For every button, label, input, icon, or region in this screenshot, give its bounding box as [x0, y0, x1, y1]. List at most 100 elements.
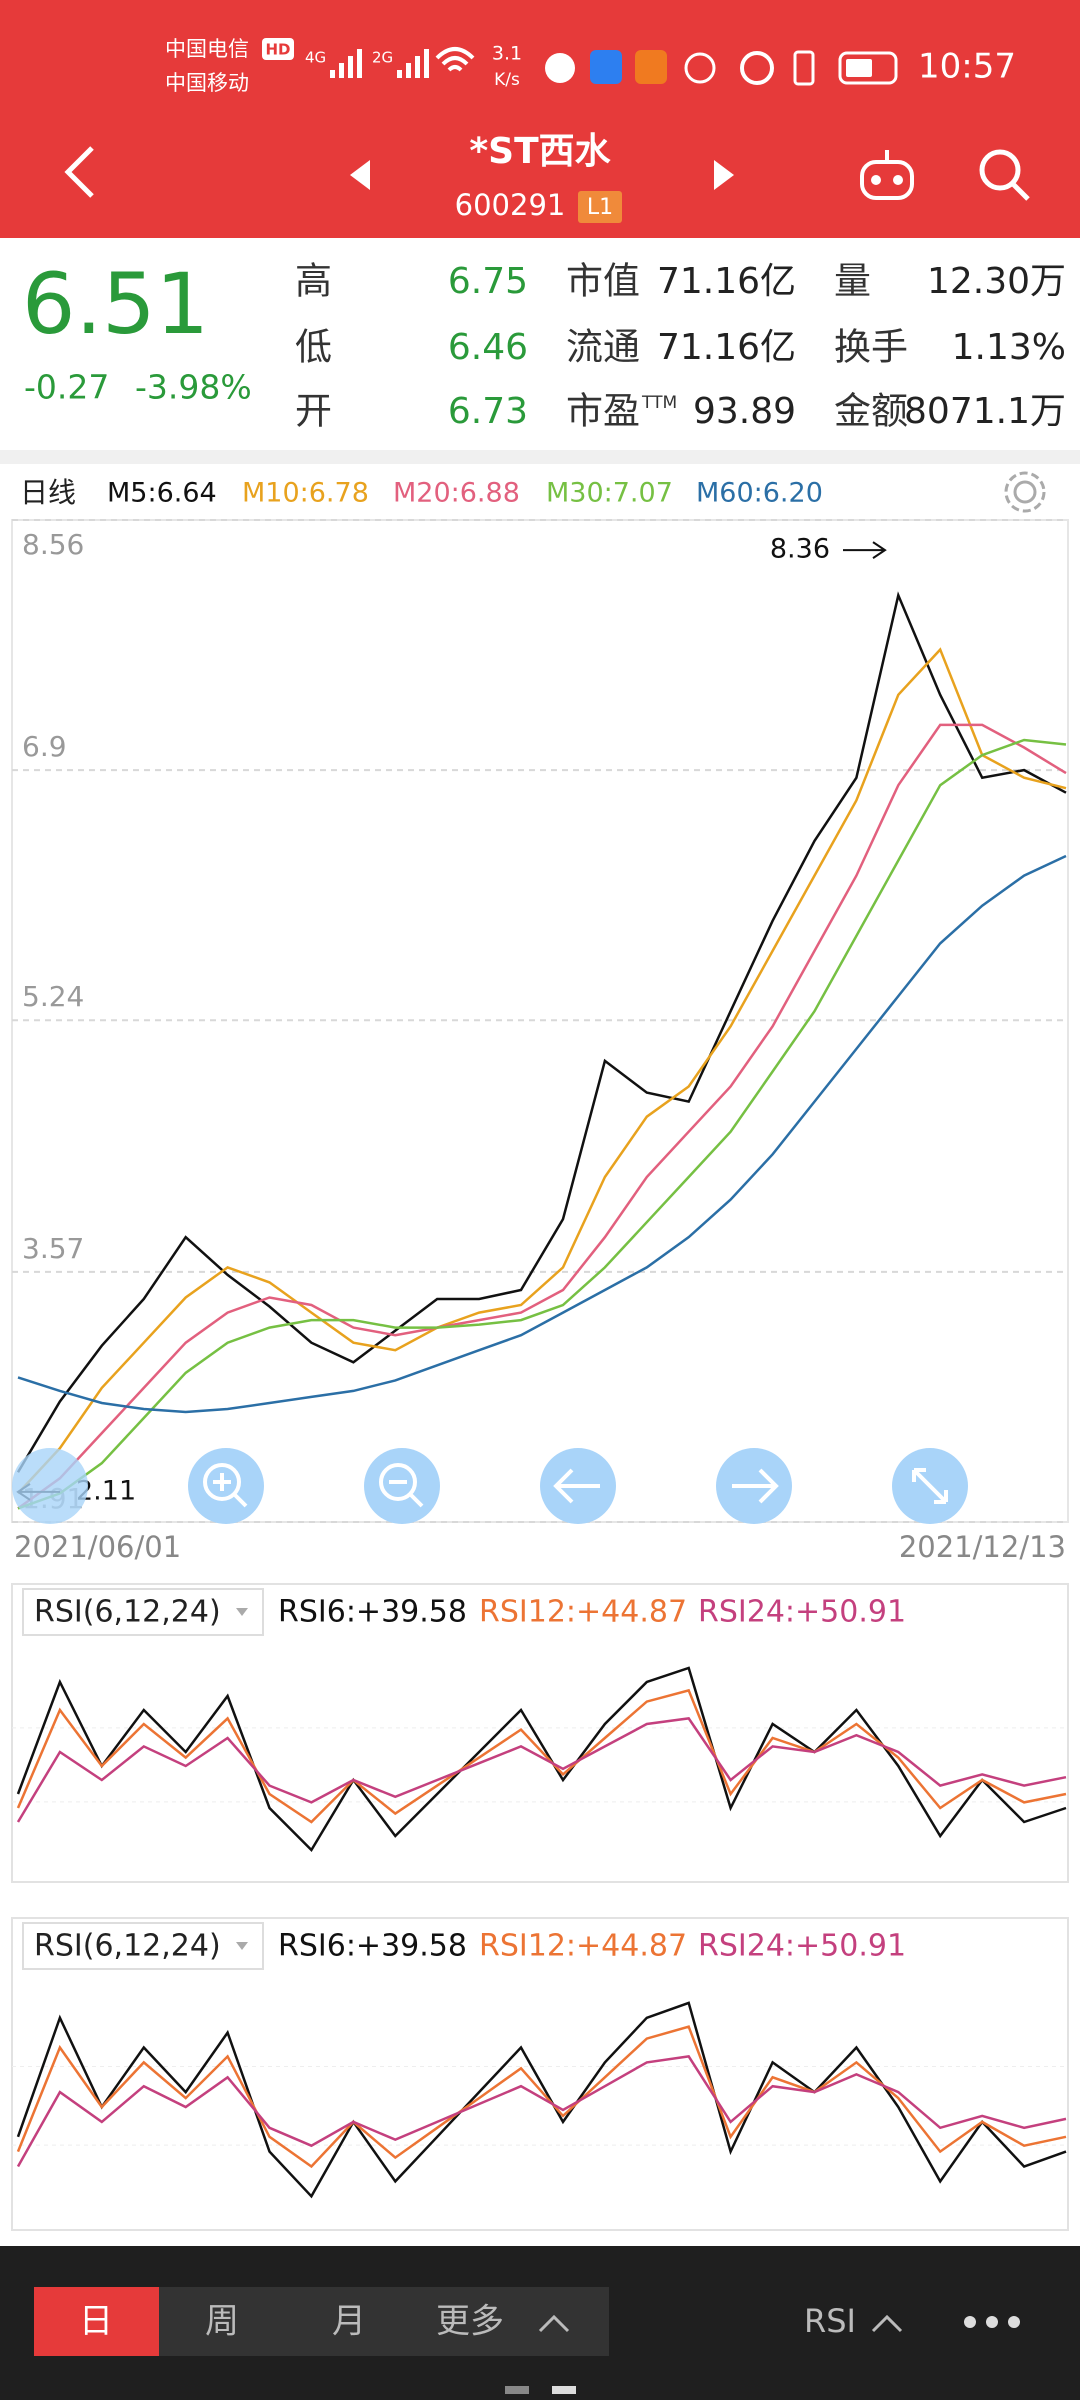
fullscreen[interactable]: [892, 1448, 968, 1524]
rsi-panel: RSI(6,12,24) RSI6:+39.58 RSI12:+44.87 RSI24…: [11, 1583, 1069, 1883]
legend-entry: M5:6.64: [107, 478, 217, 509]
field-value: 12.30万: [927, 261, 1066, 302]
legend-entry: RSI24:+50.91: [698, 1929, 906, 1964]
prev-stock[interactable]: [350, 160, 370, 190]
more-button[interactable]: [964, 2316, 1020, 2328]
collapse[interactable]: [12, 1448, 88, 1524]
vibrate-icon: [793, 50, 815, 86]
carrier: 中国移动: [165, 71, 249, 95]
network: 2G: [372, 49, 393, 67]
robot-button[interactable]: [860, 150, 914, 200]
rsi-panel: RSI(6,12,24) RSI6:+39.58 RSI12:+44.87 RSI24…: [11, 1917, 1069, 2231]
tab[interactable]: 更多: [436, 2302, 504, 2342]
field-label-sup: TTM: [641, 393, 677, 413]
indicator-select[interactable]: [22, 1922, 264, 1970]
legend-entry: M20:6.88: [393, 478, 520, 509]
legend-entry: RSI6:+39.58: [278, 1929, 467, 1964]
ma-line: [16, 591, 1067, 1473]
x-tick-label: 2021/06/01: [14, 1530, 181, 1564]
speed-unit: K/s: [494, 70, 520, 90]
clock: 10:57: [918, 47, 1016, 87]
field-value: 93.89: [693, 391, 796, 432]
scroll-right[interactable]: [716, 1448, 792, 1524]
y-tick-label: 8.56: [22, 528, 84, 561]
zoom-out[interactable]: [364, 1448, 440, 1524]
x-tick-label: 2021/12/13: [899, 1530, 1066, 1564]
stock-name: *ST西水: [469, 131, 611, 172]
panel-frame: [11, 1583, 1069, 1883]
y-tick-label: 6.9: [22, 730, 67, 763]
level: L1: [587, 195, 613, 220]
tab-group: [159, 2287, 609, 2356]
speed: 3.1: [492, 43, 522, 65]
rsi-line: [16, 2001, 1067, 2199]
home-indicator: [505, 2386, 529, 2394]
battery: [838, 51, 898, 85]
legend-entry: M10:6.78: [242, 478, 369, 509]
field-label: 流通: [566, 326, 640, 369]
indicator-name: RSI(6,12,24): [34, 1595, 221, 1630]
rsi-line: [16, 1688, 1067, 1824]
dropdown-caret: [236, 1942, 248, 1950]
wifi-icon: [435, 47, 475, 72]
panel-frame: [11, 1917, 1069, 2231]
field-value: 1.13%: [952, 327, 1066, 368]
price: 6.51: [22, 255, 209, 353]
field-value: 71.16亿: [657, 261, 796, 302]
app-icon: [545, 53, 575, 83]
ma-line: [17, 647, 1067, 1495]
field-value: 6.46: [448, 327, 528, 368]
change: -0.27: [24, 368, 109, 407]
price-chart: 8.566.95.243.571.912021/06/012021/12/138…: [12, 519, 1068, 1564]
battery-level: [846, 59, 872, 77]
app-icon: [684, 52, 716, 84]
caret-up: [871, 2314, 903, 2333]
rsi-line: [16, 1666, 1067, 1853]
alarm-icon: [740, 51, 774, 85]
indicator-button[interactable]: RSI: [804, 2302, 856, 2340]
field-value: 71.16亿: [657, 327, 796, 368]
legend-entry: M60:6.20: [696, 478, 823, 509]
field-label: 高: [295, 260, 332, 303]
zoom-in[interactable]: [188, 1448, 264, 1524]
search-button[interactable]: [979, 149, 1030, 201]
signal: [330, 49, 362, 78]
high-label: 8.36: [770, 534, 830, 565]
settings-button[interactable]: [1004, 471, 1046, 513]
legend-entry: RSI12:+44.87: [479, 1929, 687, 1964]
home-indicator: [552, 2386, 576, 2394]
ma-line: [17, 854, 1067, 1414]
tab[interactable]: 周: [205, 2302, 239, 2342]
chart-type: 日线: [20, 476, 76, 509]
nav: 日 周 月 更多 RSI: [79, 2302, 903, 2342]
change-pct: -3.98%: [135, 368, 252, 407]
dropdown-caret: [236, 1608, 248, 1616]
signal: [397, 49, 429, 78]
tab[interactable]: 月: [332, 2302, 366, 2342]
tab-active[interactable]: [34, 2287, 159, 2356]
stock-code: 600291: [455, 188, 566, 222]
indicator-select[interactable]: [22, 1588, 264, 1636]
legend-entry: RSI12:+44.87: [479, 1595, 687, 1630]
caret-up: [538, 2314, 570, 2333]
hd-badge: [262, 38, 294, 60]
indicator-name: RSI(6,12,24): [34, 1929, 221, 1964]
network: 4G: [305, 49, 326, 67]
back-button[interactable]: [64, 146, 94, 198]
scroll-left[interactable]: [540, 1448, 616, 1524]
field-label: 金额: [834, 390, 908, 433]
next-stock[interactable]: [714, 160, 734, 190]
legend-entry: RSI6:+39.58: [278, 1595, 467, 1630]
legend: M5:6.64 M10:6.78 M20:6.88 M30:7.07 M60:6.20: [107, 478, 823, 509]
field-label: 市盈: [566, 390, 640, 433]
rsi-line: [16, 2055, 1067, 2168]
carrier: 中国电信: [165, 37, 249, 61]
legend-entry: RSI24:+50.91: [698, 1595, 906, 1630]
field-label: 市值: [566, 260, 640, 303]
field-value: 6.73: [448, 391, 528, 432]
tab[interactable]: 日: [79, 2302, 113, 2342]
legend-entry: M30:7.07: [546, 478, 673, 509]
hd: HD: [265, 41, 290, 59]
